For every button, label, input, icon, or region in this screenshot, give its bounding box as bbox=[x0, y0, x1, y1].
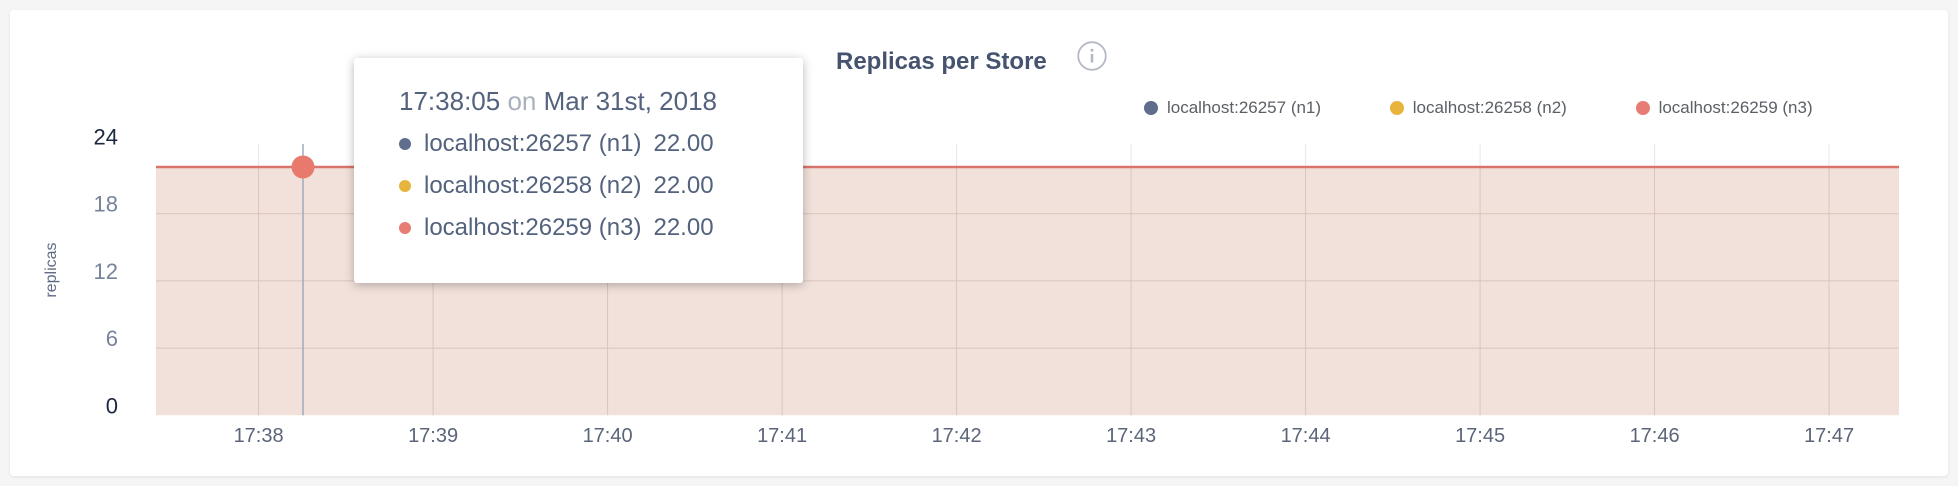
svg-text:replicas: replicas bbox=[43, 242, 60, 297]
svg-text:6: 6 bbox=[106, 326, 118, 351]
svg-text:17:43: 17:43 bbox=[1106, 425, 1156, 447]
svg-text:17:38: 17:38 bbox=[234, 425, 284, 447]
svg-text:17:41: 17:41 bbox=[757, 425, 807, 447]
svg-text:17:45: 17:45 bbox=[1455, 425, 1505, 447]
svg-text:12: 12 bbox=[94, 259, 118, 284]
svg-text:0: 0 bbox=[106, 393, 118, 418]
svg-text:17:40: 17:40 bbox=[583, 425, 633, 447]
svg-text:17:39: 17:39 bbox=[408, 425, 458, 447]
svg-text:17:42: 17:42 bbox=[932, 425, 982, 447]
svg-text:17:47: 17:47 bbox=[1804, 425, 1854, 447]
svg-text:17:46: 17:46 bbox=[1630, 425, 1680, 447]
svg-text:17:44: 17:44 bbox=[1281, 425, 1331, 447]
svg-text:24: 24 bbox=[94, 125, 118, 150]
svg-text:18: 18 bbox=[94, 192, 118, 217]
